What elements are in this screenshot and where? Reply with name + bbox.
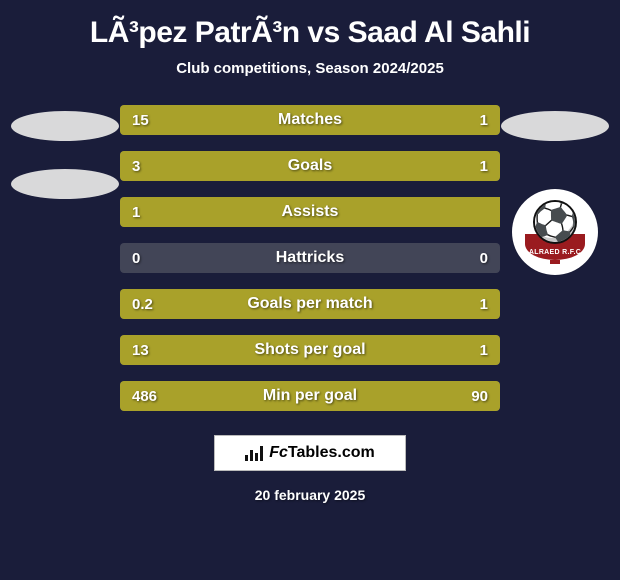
- stats-bars: 151Matches 31Goals 1Assists 00Hattricks 0.21…: [120, 105, 500, 411]
- brand-text: FcTables.com: [269, 444, 375, 462]
- stat-label: Shots per goal: [120, 341, 500, 359]
- comparison-infographic: LÃ³pez PatrÃ³n vs Saad Al Sahli Club com…: [0, 0, 620, 580]
- stat-row: 48690Min per goal: [120, 381, 500, 411]
- page-title: LÃ³pez PatrÃ³n vs Saad Al Sahli: [90, 16, 530, 50]
- stat-label: Goals: [120, 157, 500, 175]
- right-player-placeholder: [501, 111, 609, 141]
- stat-row: 31Goals: [120, 151, 500, 181]
- stat-label: Hattricks: [120, 249, 500, 267]
- comparison-body: 151Matches 31Goals 1Assists 00Hattricks 0.21…: [0, 105, 620, 411]
- brand-footer: FcTables.com: [214, 435, 406, 471]
- stat-label: Goals per match: [120, 295, 500, 313]
- right-player-column: ⚽ ALRAED R.F.C: [500, 105, 610, 275]
- crest-label: ALRAED R.F.C: [521, 249, 589, 256]
- right-club-crest: ⚽ ALRAED R.F.C: [512, 189, 598, 275]
- crest-ball-circle: ⚽: [533, 200, 577, 244]
- soccer-ball-icon: ⚽: [533, 203, 577, 241]
- bar-chart-icon: [245, 445, 263, 461]
- stat-row: 1Assists: [120, 197, 500, 227]
- stat-label: Min per goal: [120, 387, 500, 405]
- left-player-column: [10, 105, 120, 221]
- left-player-placeholder-2: [11, 169, 119, 199]
- stat-row: 131Shots per goal: [120, 335, 500, 365]
- date-label: 20 february 2025: [255, 487, 366, 503]
- page-subtitle: Club competitions, Season 2024/2025: [176, 60, 444, 77]
- stat-label: Assists: [120, 203, 500, 221]
- stat-row: 0.21Goals per match: [120, 289, 500, 319]
- left-player-placeholder-1: [11, 111, 119, 141]
- stat-row: 00Hattricks: [120, 243, 500, 273]
- stat-label: Matches: [120, 111, 500, 129]
- stat-row: 151Matches: [120, 105, 500, 135]
